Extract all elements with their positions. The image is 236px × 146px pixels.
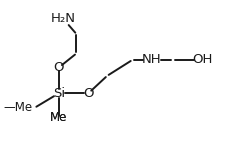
Text: O: O <box>54 61 64 74</box>
Text: Me: Me <box>50 111 67 124</box>
Text: H₂N: H₂N <box>51 12 76 25</box>
Text: Si: Si <box>53 87 65 100</box>
Text: NH: NH <box>142 53 162 66</box>
Text: —Me: —Me <box>3 101 33 114</box>
Text: O: O <box>83 87 94 100</box>
Text: Me: Me <box>50 111 67 124</box>
Text: OH: OH <box>192 53 213 66</box>
